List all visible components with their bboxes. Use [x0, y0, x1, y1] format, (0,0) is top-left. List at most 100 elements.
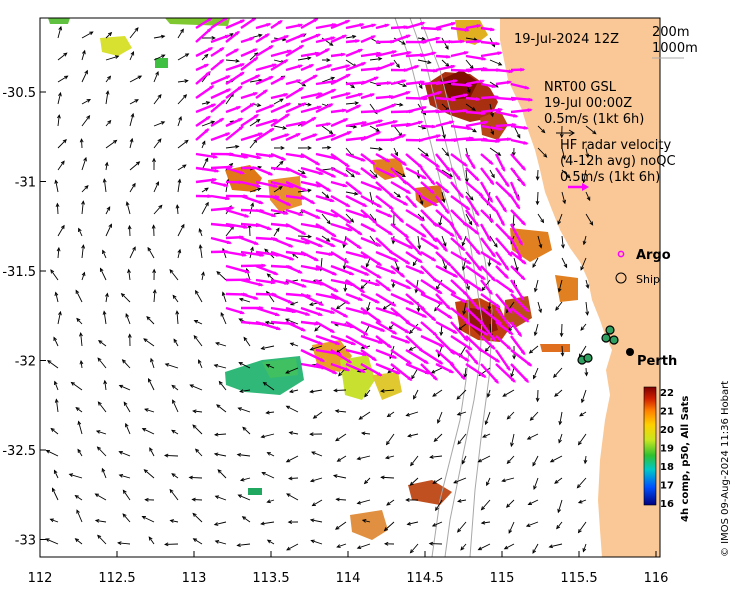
model-arrow-head — [265, 410, 270, 415]
radar-arrow-head — [408, 244, 414, 249]
model-arrow-head — [445, 152, 450, 157]
radar-arrow — [375, 195, 394, 210]
radar-arrow — [465, 120, 488, 128]
model-arrow-head — [510, 442, 514, 448]
radar-arrow-head — [315, 214, 321, 219]
model-arrow-head — [257, 103, 262, 107]
model-arrow-head — [264, 320, 270, 325]
model-arrow-head — [535, 200, 540, 206]
model-arrow — [57, 52, 68, 61]
sst-patch — [480, 110, 508, 140]
radar-arrow-head — [312, 133, 318, 138]
radar-arrow-head — [234, 48, 240, 53]
model-arrow-head — [204, 53, 209, 58]
radar-arrow-head — [284, 133, 290, 138]
model-arrow — [148, 536, 155, 545]
model-arrow-head — [266, 452, 271, 456]
model-arrow-head — [309, 432, 314, 437]
radar-arrow-head — [266, 23, 272, 27]
contour-legend-1000m: 1000m — [652, 41, 698, 56]
model-arrow — [199, 245, 203, 259]
model-arrow-head — [394, 152, 398, 157]
model-arrow — [273, 98, 284, 105]
model-arrow — [239, 298, 251, 303]
radar-arrow — [330, 153, 350, 168]
colorbar-tick-label: 18 — [660, 462, 674, 473]
radar-arrow-head — [312, 74, 319, 79]
radar-arrow — [240, 194, 263, 205]
model-arrow-head — [81, 200, 85, 205]
radar-arrow — [255, 264, 278, 276]
model-arrow — [143, 338, 155, 347]
radar-arrow — [345, 334, 368, 349]
radar-arrow-head — [261, 263, 267, 268]
model-arrow — [297, 169, 305, 174]
model-arrow — [177, 140, 189, 149]
model-arrow-head — [461, 266, 466, 271]
model-arrow — [441, 235, 447, 247]
model-arrow — [481, 521, 491, 524]
model-arrow-head — [508, 529, 513, 534]
model-arrow — [507, 411, 515, 420]
model-arrow — [150, 358, 155, 369]
model-arrow-head — [285, 458, 291, 463]
sst-patch — [540, 344, 570, 352]
model-arrow-head — [258, 33, 263, 38]
radar-arrow-head — [240, 19, 246, 24]
model-arrow-head — [417, 245, 422, 250]
radar-arrow-head — [524, 317, 530, 323]
model-arrow — [465, 169, 468, 182]
radar-arrow-head — [211, 103, 217, 108]
model-arrow — [550, 455, 563, 463]
model-arrow — [489, 59, 502, 66]
model-arrow — [57, 92, 62, 105]
radar-arrow-head — [343, 172, 349, 177]
model-arrow-head — [266, 539, 272, 544]
model-arrow-head — [314, 327, 319, 332]
colorbar — [643, 386, 657, 506]
model-arrow — [122, 513, 131, 523]
model-arrow-head — [353, 191, 359, 196]
radar-arrow-head — [462, 162, 468, 167]
model-arrow-head — [525, 523, 531, 527]
model-arrow — [144, 469, 155, 479]
model-arrow-head — [157, 94, 162, 99]
radar-arrow — [240, 250, 264, 257]
model-arrow-head — [172, 294, 177, 299]
radar-arrow-head — [349, 271, 355, 275]
radar-arrow — [435, 279, 457, 295]
model-arrow — [345, 102, 359, 105]
radar-arrow — [450, 334, 473, 351]
model-arrow-head — [378, 147, 383, 151]
radar-arrow — [480, 250, 502, 266]
model-arrow — [393, 59, 400, 68]
model-arrow — [100, 268, 107, 281]
model-arrow — [345, 169, 355, 178]
radar-arrow-head — [421, 175, 428, 180]
model-arrow — [45, 538, 59, 545]
radar-arrow-head — [491, 84, 497, 88]
model-arrow — [409, 323, 419, 334]
radar-arrow — [315, 152, 338, 160]
radar-arrow-head — [305, 240, 311, 245]
model-arrow-head — [577, 529, 582, 534]
radar-arrow — [420, 223, 438, 243]
model-arrow — [142, 428, 155, 435]
model-arrow — [410, 477, 419, 486]
model-arrow — [81, 272, 85, 281]
model-arrow — [344, 279, 347, 292]
model-arrow — [220, 312, 227, 325]
model-arrow-head — [192, 512, 197, 517]
radar-arrow-head — [315, 267, 321, 271]
radar-arrow — [510, 96, 533, 102]
model-arrow-head — [155, 71, 159, 76]
model-arrow — [559, 411, 563, 425]
radar-arrow-head — [507, 251, 513, 257]
model-arrow-head — [55, 202, 60, 208]
radar-arrow-head — [436, 134, 442, 139]
model-arrow-head — [468, 221, 473, 226]
radar-arrow-head — [258, 200, 264, 204]
model-arrow-head — [47, 360, 52, 364]
radar-arrow-head — [344, 259, 350, 264]
radar-arrow — [405, 237, 422, 256]
